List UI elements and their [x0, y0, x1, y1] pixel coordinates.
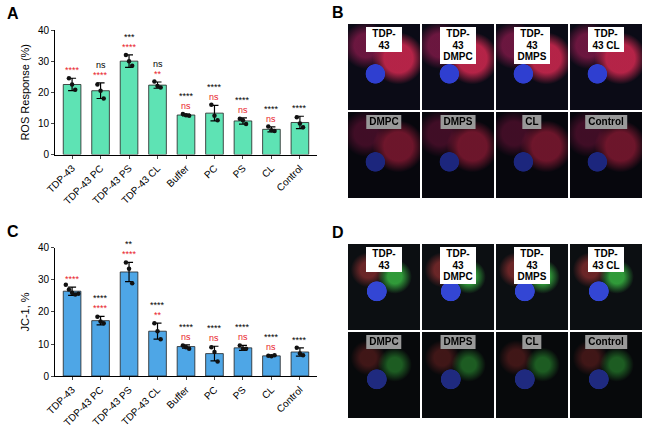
svg-text:****: **** — [122, 42, 137, 52]
svg-text:Control: Control — [274, 163, 305, 194]
svg-text:TDP-43 PC: TDP-43 PC — [62, 163, 106, 207]
html-text:TDP-43 DMPC: TDP-43 DMPC — [443, 28, 473, 62]
svg-text:**: ** — [154, 69, 162, 79]
svg-text:ns: ns — [181, 101, 191, 111]
svg-text:****: **** — [150, 300, 165, 310]
svg-text:CL: CL — [260, 162, 277, 179]
html-text:Control: Control — [588, 116, 624, 127]
svg-text:JC-1, %: JC-1, % — [19, 292, 31, 331]
svg-text:40: 40 — [38, 25, 50, 36]
svg-text:ns: ns — [266, 114, 276, 124]
svg-text:****: **** — [264, 332, 279, 342]
svg-text:****: **** — [65, 274, 80, 284]
svg-text:ns: ns — [238, 105, 248, 115]
svg-text:C: C — [7, 223, 19, 240]
html-text:Control: Control — [588, 336, 624, 347]
svg-text:****: **** — [179, 91, 194, 101]
svg-text:**: ** — [154, 310, 162, 320]
svg-text:30: 30 — [38, 56, 50, 67]
svg-text:20: 20 — [38, 87, 50, 98]
svg-text:****: **** — [235, 322, 250, 332]
html-text:TDP-43 DMPS: TDP-43 DMPS — [517, 248, 547, 282]
html-text:DMPC: DMPC — [369, 116, 399, 127]
svg-text:**: ** — [125, 239, 133, 249]
html-text:TDP-43: TDP-43 — [372, 28, 396, 51]
svg-text:PS: PS — [231, 163, 248, 180]
svg-text:PC: PC — [202, 163, 220, 181]
html-text:D: D — [332, 224, 344, 241]
html-text:DMPC: DMPC — [369, 336, 399, 347]
svg-text:ns: ns — [153, 59, 163, 69]
svg-text:****: **** — [93, 303, 108, 313]
svg-text:TDP-43 CL: TDP-43 CL — [119, 384, 162, 427]
html-text:TDP-43: TDP-43 — [372, 248, 396, 271]
svg-text:0: 0 — [43, 371, 49, 382]
svg-text:Buffer: Buffer — [164, 162, 191, 189]
html-text:TDP-43 DMPC: TDP-43 DMPC — [443, 248, 473, 282]
svg-text:ns: ns — [96, 60, 106, 70]
html-text:DMPS: DMPS — [443, 116, 473, 127]
svg-text:TDP-43: TDP-43 — [45, 384, 77, 416]
svg-text:****: **** — [292, 335, 307, 345]
svg-text:****: **** — [235, 95, 250, 105]
svg-text:ns: ns — [266, 342, 276, 352]
svg-text:****: **** — [65, 65, 80, 75]
svg-text:***: *** — [124, 32, 135, 42]
svg-text:ROS Response (%): ROS Response (%) — [19, 44, 31, 141]
svg-text:TDP-43 PS: TDP-43 PS — [90, 163, 134, 207]
svg-text:TDP-43 PC: TDP-43 PC — [62, 384, 106, 428]
svg-text:10: 10 — [38, 118, 50, 129]
html-text:TDP-43 CL: TDP-43 CL — [592, 248, 620, 271]
svg-text:ns: ns — [181, 332, 191, 342]
svg-text:PC: PC — [202, 384, 220, 402]
svg-text:10: 10 — [38, 339, 50, 350]
svg-text:****: **** — [207, 323, 222, 333]
html-text:DMPS: DMPS — [443, 336, 473, 347]
svg-text:TDP-43 PS: TDP-43 PS — [90, 384, 134, 428]
svg-text:TDP-43: TDP-43 — [45, 162, 77, 194]
svg-text:TDP-43 CL: TDP-43 CL — [119, 162, 162, 205]
html-text:CL: CL — [525, 336, 539, 347]
html-text:CL: CL — [525, 116, 539, 127]
svg-text:****: **** — [122, 249, 137, 259]
svg-text:ns: ns — [209, 92, 219, 102]
svg-text:****: **** — [179, 322, 194, 332]
svg-text:****: **** — [93, 293, 108, 303]
svg-text:****: **** — [93, 70, 108, 80]
svg-text:Buffer: Buffer — [164, 384, 191, 411]
svg-text:Control: Control — [274, 384, 305, 415]
svg-text:ns: ns — [209, 333, 219, 343]
html-text:B: B — [332, 4, 344, 21]
svg-text:****: **** — [264, 104, 279, 114]
svg-text:0: 0 — [43, 149, 49, 160]
svg-text:A: A — [7, 5, 19, 22]
svg-text:20: 20 — [38, 306, 50, 317]
html-text:TDP-43 CL: TDP-43 CL — [592, 28, 620, 51]
svg-text:PS: PS — [231, 384, 248, 401]
svg-text:40: 40 — [38, 242, 50, 253]
svg-text:30: 30 — [38, 274, 50, 285]
svg-text:****: **** — [207, 82, 222, 92]
html-text:TDP-43 DMPS: TDP-43 DMPS — [517, 28, 547, 62]
svg-text:CL: CL — [260, 384, 277, 401]
svg-text:ns: ns — [238, 332, 248, 342]
svg-text:****: **** — [292, 103, 307, 113]
